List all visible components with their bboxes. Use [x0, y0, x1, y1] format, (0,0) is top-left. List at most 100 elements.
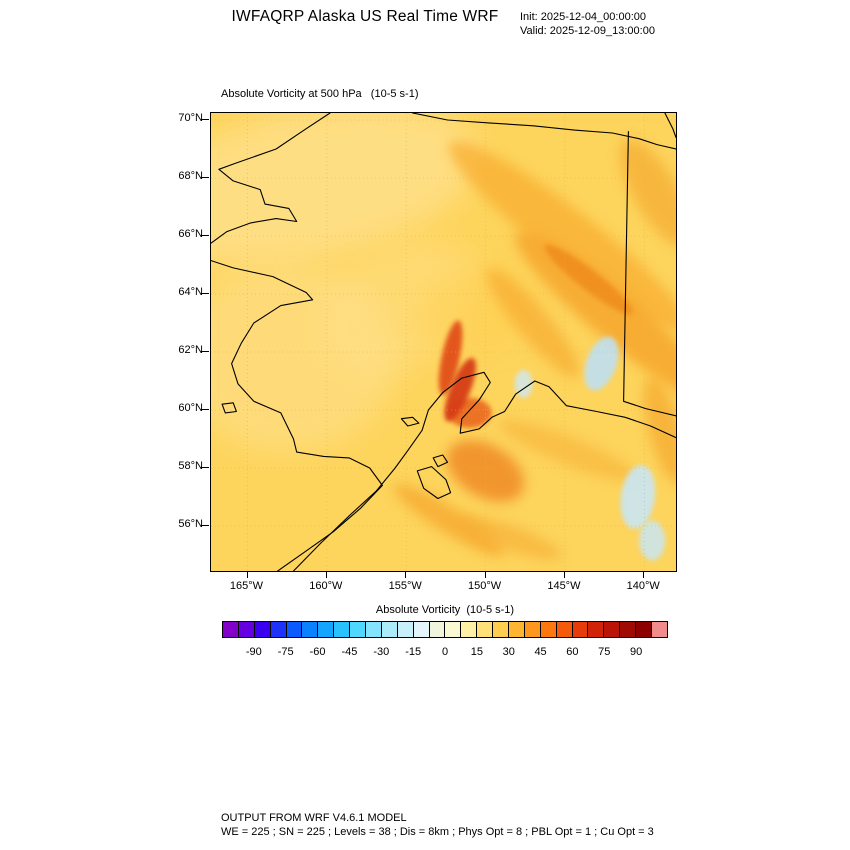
colorbar-tick-label: -75 — [277, 646, 294, 658]
colorbar-tick-label: 0 — [441, 646, 449, 658]
vorticity-feature — [620, 465, 656, 529]
colorbar-cell — [445, 622, 462, 637]
colorbar-tick-label: -30 — [373, 646, 390, 658]
colorbar-cell — [429, 622, 446, 637]
colorbar-cell — [254, 622, 271, 637]
vorticity-feature — [619, 139, 676, 246]
colorbar-cell — [509, 622, 525, 637]
lat-tick-label: 66°N — [178, 227, 203, 240]
colorbar-cell — [318, 622, 335, 637]
colorbar-cell — [366, 622, 382, 637]
lat-tick-label: 70°N — [178, 111, 203, 124]
footer-line2: WE = 225 ; SN = 225 ; Levels = 38 ; Dis … — [221, 826, 654, 838]
colorbar-tick-label: -90 — [245, 646, 262, 658]
colorbar-tick-label: 90 — [630, 646, 643, 658]
colorbar-cell — [334, 622, 351, 637]
colorbar-cell — [604, 622, 621, 637]
colorbar-cell — [477, 622, 494, 637]
lat-tick-label: 58°N — [178, 460, 203, 473]
colorbar-cell — [493, 622, 510, 637]
coastline-path — [211, 113, 331, 244]
lon-tick-mark — [563, 571, 565, 578]
vorticity-feature — [448, 141, 676, 331]
footer-line1: OUTPUT FROM WRF V4.6.1 MODEL — [221, 812, 407, 824]
colorbar-tick-label: -60 — [309, 646, 326, 658]
lon-tick-mark — [246, 571, 248, 578]
colorbar-cell — [270, 622, 287, 637]
vorticity-feature — [639, 520, 666, 561]
colorbar-cell — [636, 622, 653, 637]
valid-time: Valid: 2025-12-09_13:00:00 — [520, 25, 655, 37]
colorbar-cell — [652, 622, 667, 637]
colorbar-cell — [397, 622, 414, 637]
lat-tick-label: 64°N — [178, 285, 203, 298]
colorbar-cell — [540, 622, 557, 637]
lat-tick-label: 56°N — [178, 518, 203, 531]
lat-tick-mark — [201, 467, 209, 469]
lat-tick-label: 68°N — [178, 169, 203, 182]
vorticity-feature — [211, 113, 479, 266]
coastline-path — [664, 113, 676, 138]
lat-tick-label: 62°N — [178, 344, 203, 356]
colorbar-tick-label: -15 — [405, 646, 422, 658]
colorbar-tick-label: 15 — [470, 646, 483, 658]
vorticity-feature — [514, 369, 533, 398]
vorticity-feature — [498, 419, 638, 482]
colorbar-tick-label: 60 — [566, 646, 579, 658]
lon-tick-label: 160°W — [309, 580, 343, 592]
vorticity-feature — [446, 440, 525, 502]
lon-tick-mark — [325, 571, 327, 578]
lon-tick-mark — [643, 571, 645, 578]
coastline-path — [292, 371, 676, 571]
colorbar-cell — [620, 622, 637, 637]
colorbar-cell — [223, 622, 239, 637]
vorticity-feature — [514, 231, 676, 403]
lat-tick-mark — [201, 409, 209, 411]
vorticity-feature — [444, 357, 476, 422]
vorticity-feature — [544, 244, 633, 315]
model-footer: OUTPUT FROM WRF V4.6.1 MODEL WE = 225 ; … — [221, 811, 654, 839]
colorbar-cell — [524, 622, 541, 637]
vorticity-feature — [393, 484, 505, 557]
vorticity-feature — [643, 377, 676, 484]
colorbar-cell — [302, 622, 319, 637]
colorbar-label: Absolute Vorticity (10-5 s-1) — [375, 604, 515, 616]
vorticity-feature — [584, 336, 619, 391]
lat-tick-mark — [201, 118, 209, 120]
lat-tick-mark — [201, 292, 209, 294]
colorbar-cell — [572, 622, 589, 637]
colorbar-cell — [556, 622, 573, 637]
lon-tick-label: 165°W — [229, 580, 264, 592]
colorbar-cell — [381, 622, 398, 637]
page-title: IWFAQRP Alaska US Real Time WRF — [231, 8, 499, 25]
vorticity-map — [211, 113, 676, 571]
lat-tick-mark — [201, 176, 209, 178]
colorbar-tick-label: 45 — [534, 646, 547, 658]
coastline-path — [416, 466, 452, 500]
map-panel — [210, 112, 677, 572]
coastline-path — [211, 260, 383, 571]
vorticity-feature — [438, 320, 463, 396]
lon-tick-label: 140°W — [626, 580, 660, 592]
colorbar-cell — [350, 622, 367, 637]
lat-tick-mark — [201, 234, 209, 236]
colorbar-tick-label: -45 — [341, 646, 358, 658]
colorbar-cell — [238, 622, 255, 637]
vorticity-feature — [486, 268, 580, 378]
colorbar-cell — [461, 622, 478, 637]
plot-subtitle: Absolute Vorticity at 500 hPa (10-5 s-1) — [221, 88, 419, 100]
colorbar-tick-label: 30 — [502, 646, 515, 658]
coastline-path — [412, 113, 676, 150]
vorticity-feature — [457, 515, 562, 560]
run-info: Init: 2025-12-04_00:00:00 Valid: 2025-12… — [520, 10, 655, 38]
colorbar-tick-label: 75 — [598, 646, 611, 658]
lon-tick-mark — [405, 571, 407, 578]
colorbar — [222, 621, 668, 638]
lat-tick-mark — [201, 525, 209, 527]
lon-tick-label: 150°W — [467, 580, 502, 592]
lat-tick-label: 60°N — [178, 402, 203, 415]
coastline-path — [623, 131, 676, 417]
coastline-path — [400, 416, 420, 427]
colorbar-cell — [413, 622, 430, 637]
